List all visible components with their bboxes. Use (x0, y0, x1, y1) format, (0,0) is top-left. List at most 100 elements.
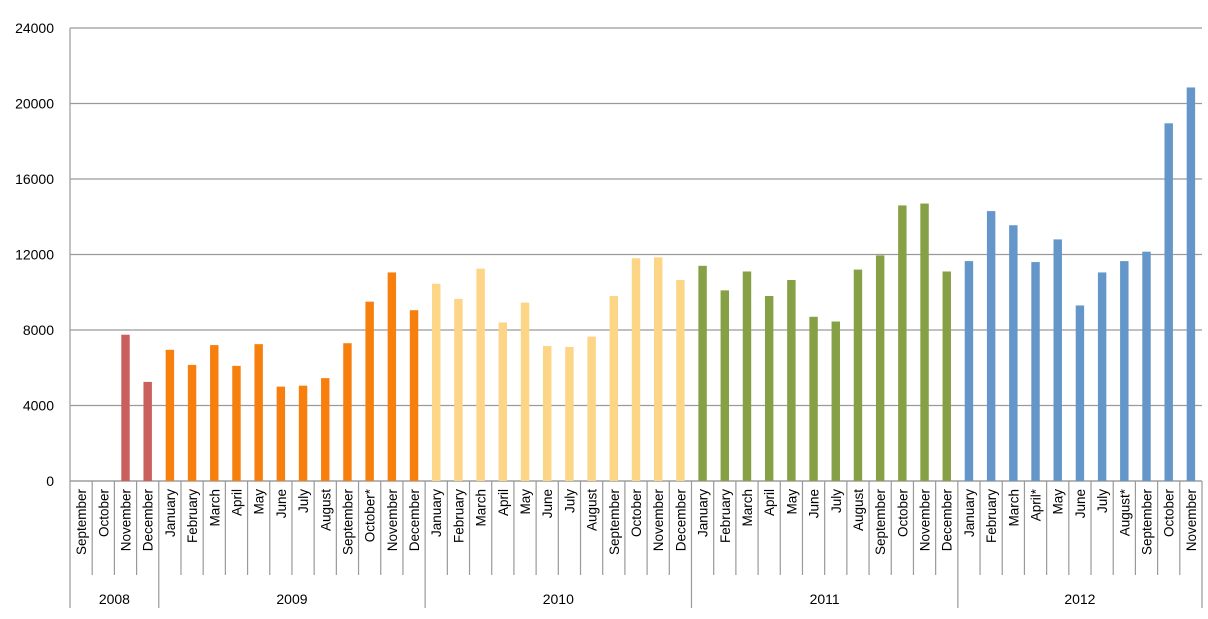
bar (676, 279, 685, 481)
bar (787, 279, 796, 481)
bar (165, 349, 175, 481)
year-label: 2012 (1064, 591, 1095, 607)
month-label: September (607, 489, 622, 556)
month-label: May (1051, 489, 1066, 515)
bar (187, 364, 197, 481)
month-label: October (895, 489, 910, 538)
month-label: April* (1029, 488, 1044, 521)
bar (1009, 225, 1018, 481)
bar (653, 257, 663, 481)
month-label: December (141, 489, 156, 552)
month-label: June (1073, 489, 1088, 518)
bar (1186, 87, 1196, 482)
axes: 0 4000 8000 12000 16000 20000 24000 (15, 20, 1203, 608)
bar (898, 205, 907, 482)
y-tick-label: 4000 (23, 398, 54, 414)
month-label: May (784, 489, 799, 515)
y-tick-label: 12000 (15, 247, 54, 263)
month-label: July (829, 489, 844, 513)
month-label: February (185, 489, 200, 543)
bar (565, 346, 574, 481)
bar (121, 334, 130, 481)
month-label: April (229, 489, 244, 516)
bar (1031, 262, 1040, 481)
month-label: December (940, 489, 955, 552)
bar (1142, 251, 1151, 481)
month-label: March (207, 489, 222, 527)
month-label: June (807, 489, 822, 518)
year-label: 2009 (276, 591, 307, 607)
year-label: 2008 (99, 591, 130, 607)
month-label: October* (363, 488, 378, 542)
bar (831, 321, 840, 481)
month-label: September (74, 489, 89, 556)
bar (432, 283, 441, 481)
bar (698, 265, 707, 481)
month-label: June (540, 489, 555, 518)
month-label: March (1006, 489, 1021, 527)
month-label: December (407, 489, 422, 552)
bar (409, 310, 419, 481)
bar (1053, 239, 1062, 481)
month-label: January (696, 489, 711, 537)
bar (853, 269, 863, 481)
month-label: October (96, 489, 111, 538)
bar (809, 316, 818, 481)
month-label: May (518, 489, 533, 515)
y-tick-label: 16000 (15, 171, 54, 187)
month-label: July (296, 489, 311, 513)
month-label: July (1095, 489, 1110, 513)
month-label: November (385, 489, 400, 552)
y-tick-label: 0 (46, 473, 54, 489)
month-label: August (851, 489, 866, 531)
month-label: October (1162, 489, 1177, 538)
bar (1097, 272, 1107, 481)
bar (986, 211, 996, 481)
month-label: June (274, 489, 289, 518)
bar (942, 271, 951, 481)
bar (720, 290, 730, 481)
bar (1075, 305, 1085, 481)
month-label: November (651, 489, 666, 552)
month-label: January (429, 489, 444, 537)
bar (298, 385, 308, 481)
month-label: October (629, 489, 644, 538)
month-label: November (118, 489, 133, 552)
month-label: February (984, 489, 999, 543)
y-tick-label: 20000 (15, 96, 54, 112)
bar (387, 272, 397, 481)
month-label: December (673, 489, 688, 552)
bar (542, 346, 552, 481)
bar (210, 345, 219, 481)
month-label: March (474, 489, 489, 527)
month-label: February (718, 489, 733, 543)
bar (343, 343, 352, 481)
bar (321, 378, 330, 481)
bar (964, 261, 974, 481)
month-label: November (918, 489, 933, 552)
bar (920, 203, 929, 481)
month-label: August (318, 489, 333, 531)
month-label: September (873, 489, 888, 556)
bar (1164, 123, 1173, 481)
month-label: January (163, 489, 178, 537)
bar (764, 296, 774, 481)
category-labels: September October November December 2008 Janu… (74, 488, 1199, 607)
bar (875, 255, 885, 481)
bar (742, 271, 752, 481)
year-label: 2011 (810, 591, 840, 607)
month-label: May (252, 489, 267, 515)
month-label: August* (1117, 488, 1132, 536)
bar (1120, 261, 1129, 481)
y-tick-label: 8000 (23, 322, 54, 338)
bar (631, 258, 641, 481)
bar (520, 302, 530, 481)
bar (454, 298, 463, 481)
bar (365, 301, 374, 481)
y-tick-label: 24000 (15, 20, 54, 36)
month-label: March (740, 489, 755, 527)
bar (232, 365, 241, 481)
bar (276, 386, 286, 481)
month-label: September (1140, 489, 1155, 556)
bar (609, 296, 619, 481)
